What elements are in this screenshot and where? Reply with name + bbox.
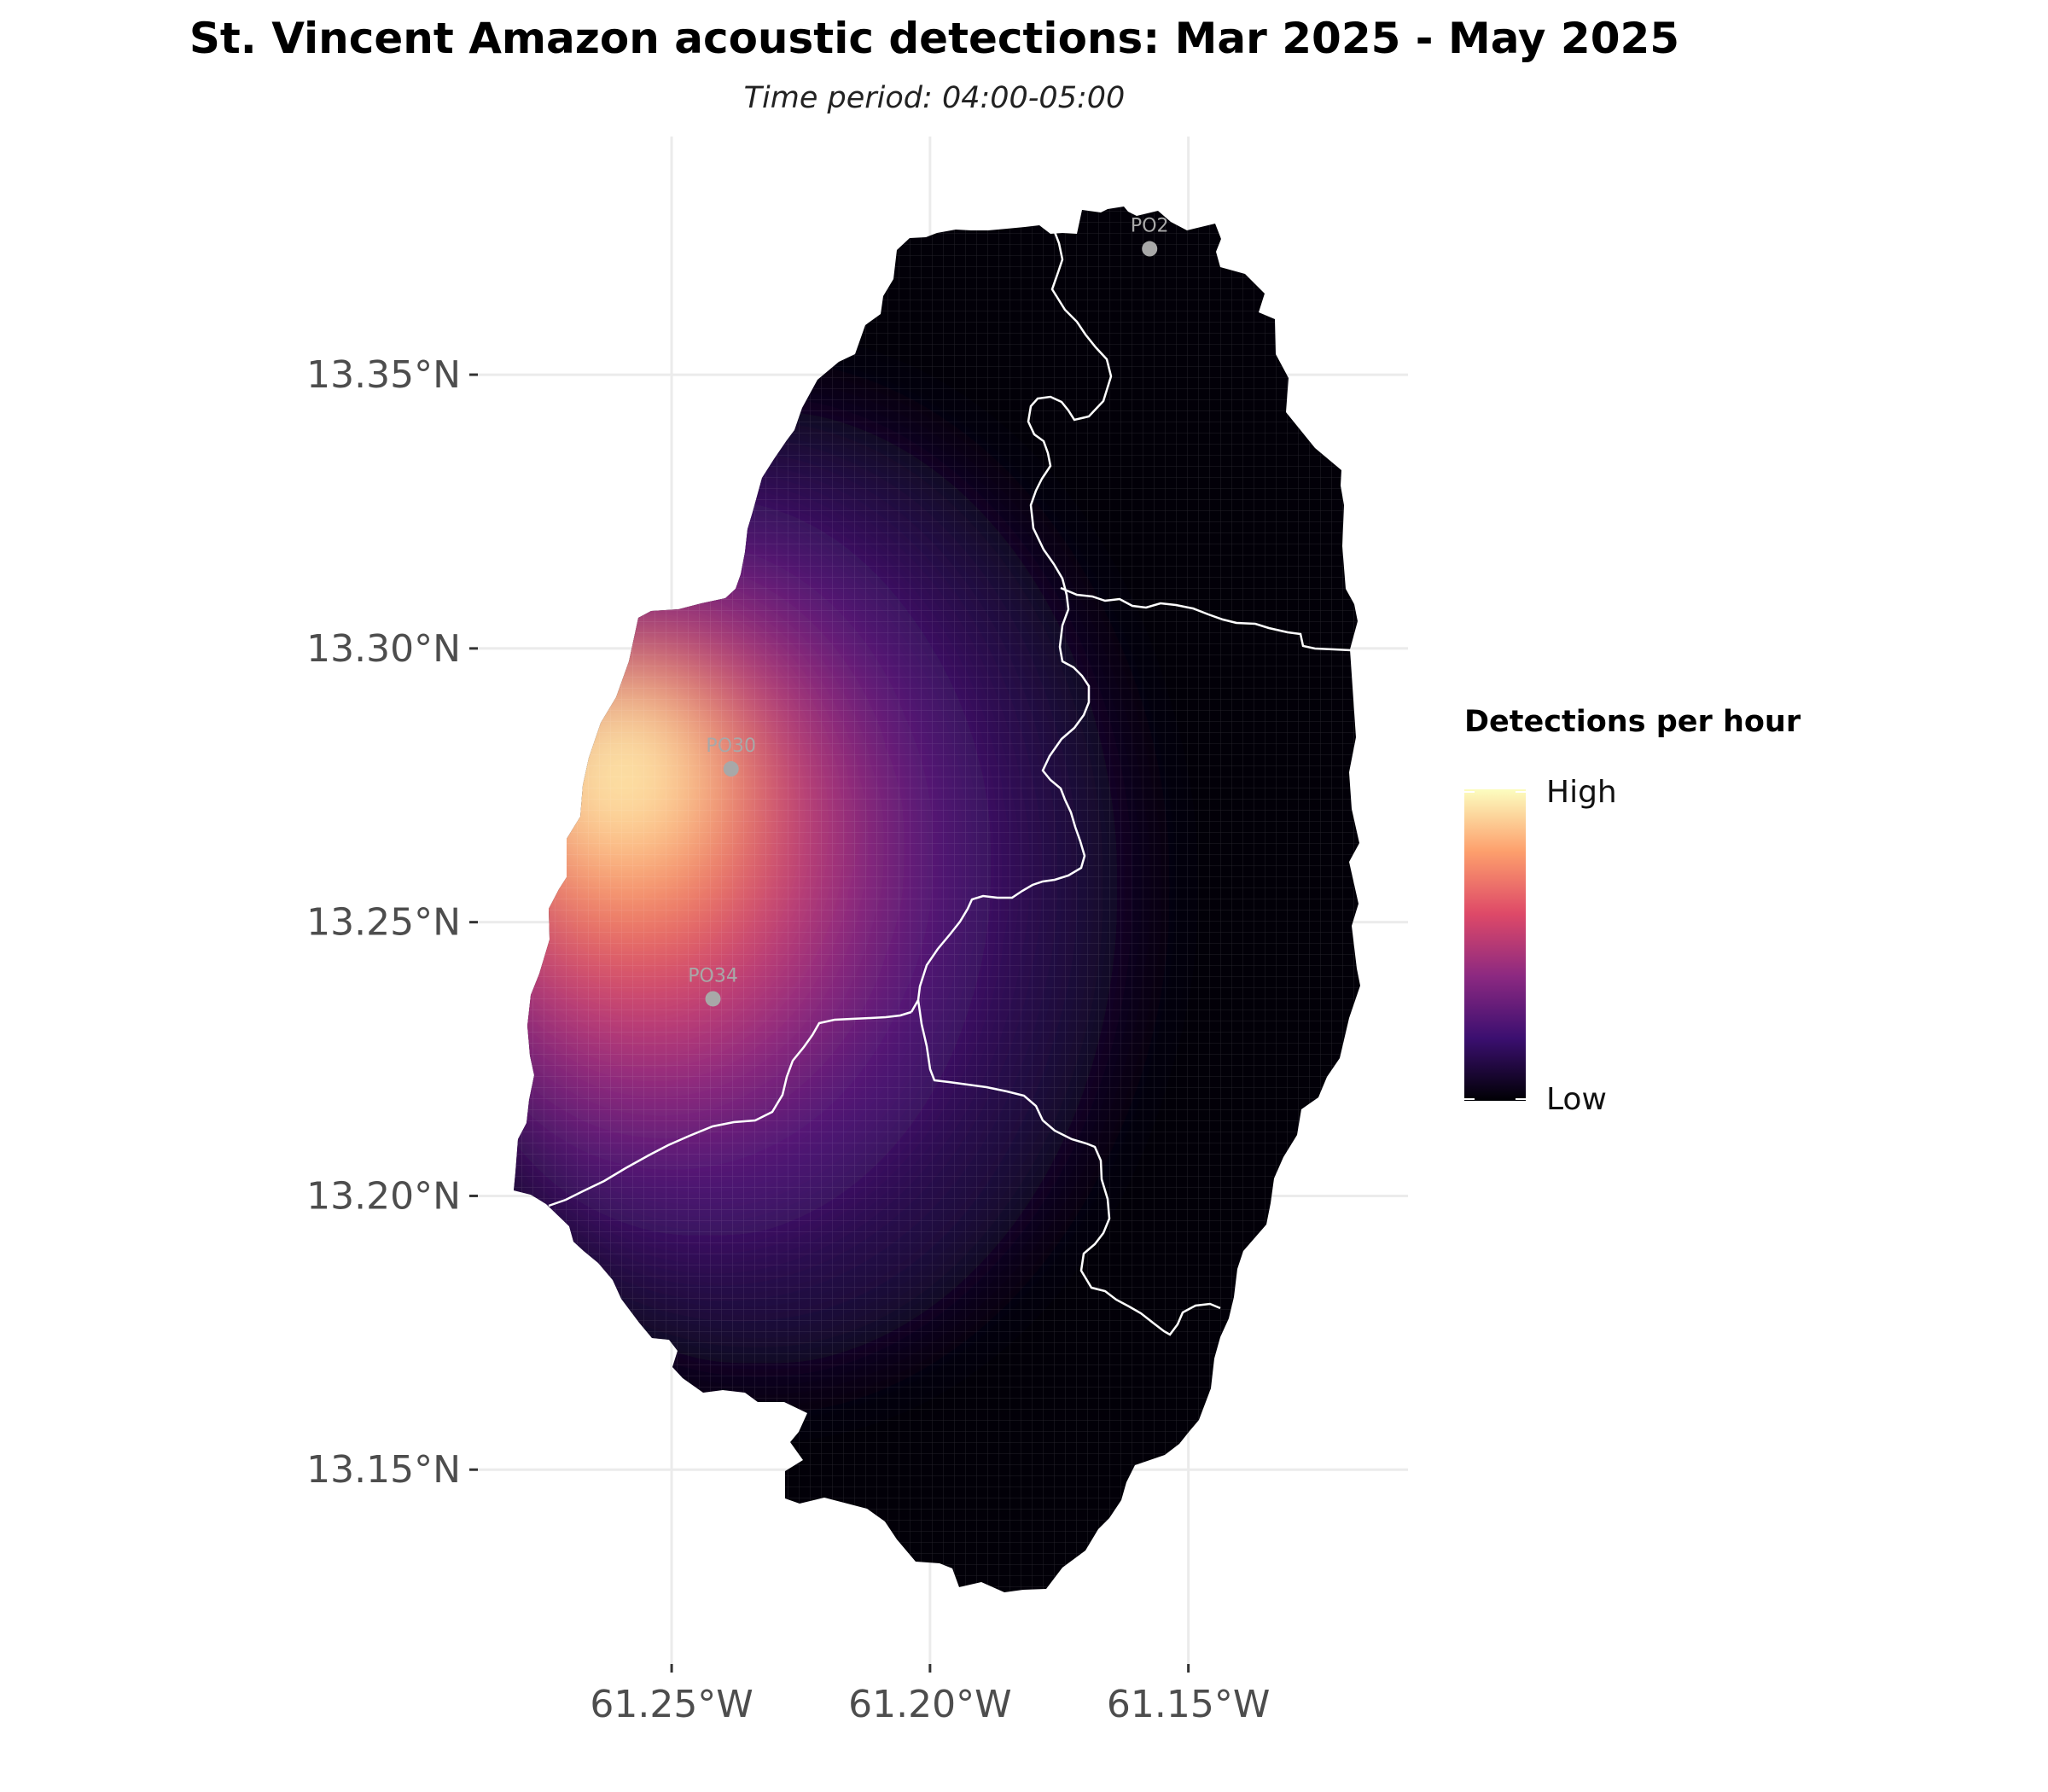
boundary-south: [916, 999, 1221, 1336]
site-marker: [723, 761, 739, 777]
island-heatmap: [514, 207, 1360, 1592]
x-tick-label: 61.25°W: [590, 1683, 753, 1726]
y-tick-label: 13.30°N: [306, 627, 461, 671]
boundary-north: [910, 224, 1113, 1013]
chart-subtitle: Time period: 04:00-05:00: [744, 81, 1126, 115]
parish-boundaries: [548, 224, 1352, 1336]
axis-ticks: 61.25°W 61.20°W 61.15°W 13.35°N 13.30°N 13.25…: [306, 353, 1270, 1726]
boundary-east: [1060, 586, 1352, 652]
x-tick-label: 61.15°W: [1107, 1683, 1270, 1726]
chart-title: St. Vincent Amazon acoustic detections: …: [189, 14, 1679, 63]
legend-low-label: Low: [1546, 1082, 1607, 1117]
site-marker: [705, 991, 721, 1007]
y-tick-label: 13.25°N: [306, 901, 461, 945]
y-tick-label: 13.20°N: [306, 1174, 461, 1218]
boundary-southwest: [548, 1010, 912, 1207]
legend-title: Detections per hour: [1464, 705, 1801, 739]
y-tick-label: 13.15°N: [306, 1448, 461, 1492]
legend-high-label: High: [1546, 775, 1617, 810]
legend-colorbar: [1464, 789, 1526, 1101]
x-tick-label: 61.20°W: [848, 1683, 1011, 1726]
site-markers: PO2 PO30 PO34: [688, 216, 1169, 1007]
y-tick-label: 13.35°N: [306, 353, 461, 397]
site-label: PO2: [1131, 216, 1169, 237]
legend: Detections per hour High Low: [1464, 705, 1801, 1117]
site-label: PO34: [688, 965, 738, 986]
site-marker: [1142, 241, 1158, 257]
site-label: PO30: [706, 736, 756, 757]
